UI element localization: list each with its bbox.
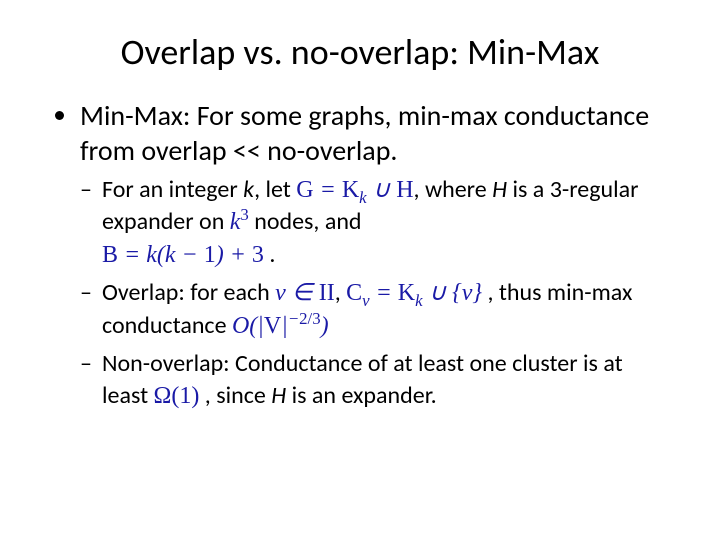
sub1-k: k bbox=[243, 175, 254, 204]
bullet1-text: Min-Max: For some graphs, min-max conduc… bbox=[80, 98, 649, 168]
bullet-item-1: Min-Max: For some graphs, min-max conduc… bbox=[80, 98, 670, 413]
bullet-list-level2: For an integer k, let G = Kk ∪ H, where … bbox=[80, 174, 670, 413]
sub2-Cv: Cv = Kk ∪ {v} bbox=[346, 280, 482, 306]
sub3-H: H bbox=[271, 381, 286, 410]
slide-title: Overlap vs. no-overlap: Min-Max bbox=[50, 30, 670, 74]
slide: Overlap vs. no-overlap: Min-Max Min-Max:… bbox=[0, 0, 720, 540]
sub1-where: , where bbox=[414, 175, 493, 204]
sub-item-3: Non-overlap: Conductance of at least one… bbox=[102, 348, 670, 413]
sub2-vinII: v ∈ II bbox=[275, 280, 335, 306]
sub1-H: H bbox=[492, 175, 507, 204]
bullet-list-level1: Min-Max: For some graphs, min-max conduc… bbox=[50, 98, 670, 413]
sub2-overlap: Overlap: for each bbox=[102, 278, 275, 307]
sub3-since: , since bbox=[199, 381, 271, 410]
sub-item-2: Overlap: for each v ∈ II, Cv = Kk ∪ {v} … bbox=[102, 277, 670, 342]
sub1-eq1: G = Kk ∪ H bbox=[296, 177, 413, 203]
sub1-period: . bbox=[264, 240, 275, 269]
sub2-comma1: , bbox=[335, 278, 346, 307]
sub-item-1: For an integer k, let G = Kk ∪ H, where … bbox=[102, 174, 670, 271]
sub1-k3: k3 bbox=[230, 209, 249, 235]
sub2-order: O(|V|−2/3) bbox=[232, 313, 329, 339]
sub3-tail: is an expander. bbox=[286, 381, 437, 410]
sub1-prefix: For an integer bbox=[102, 175, 243, 204]
sub1-nodesand: nodes, and bbox=[249, 207, 362, 236]
sub1-eq2: B = k(k − 1) + 3 bbox=[102, 242, 264, 268]
sub3-omega: Ω(1) bbox=[154, 383, 200, 409]
sub1-let: , let bbox=[254, 175, 296, 204]
